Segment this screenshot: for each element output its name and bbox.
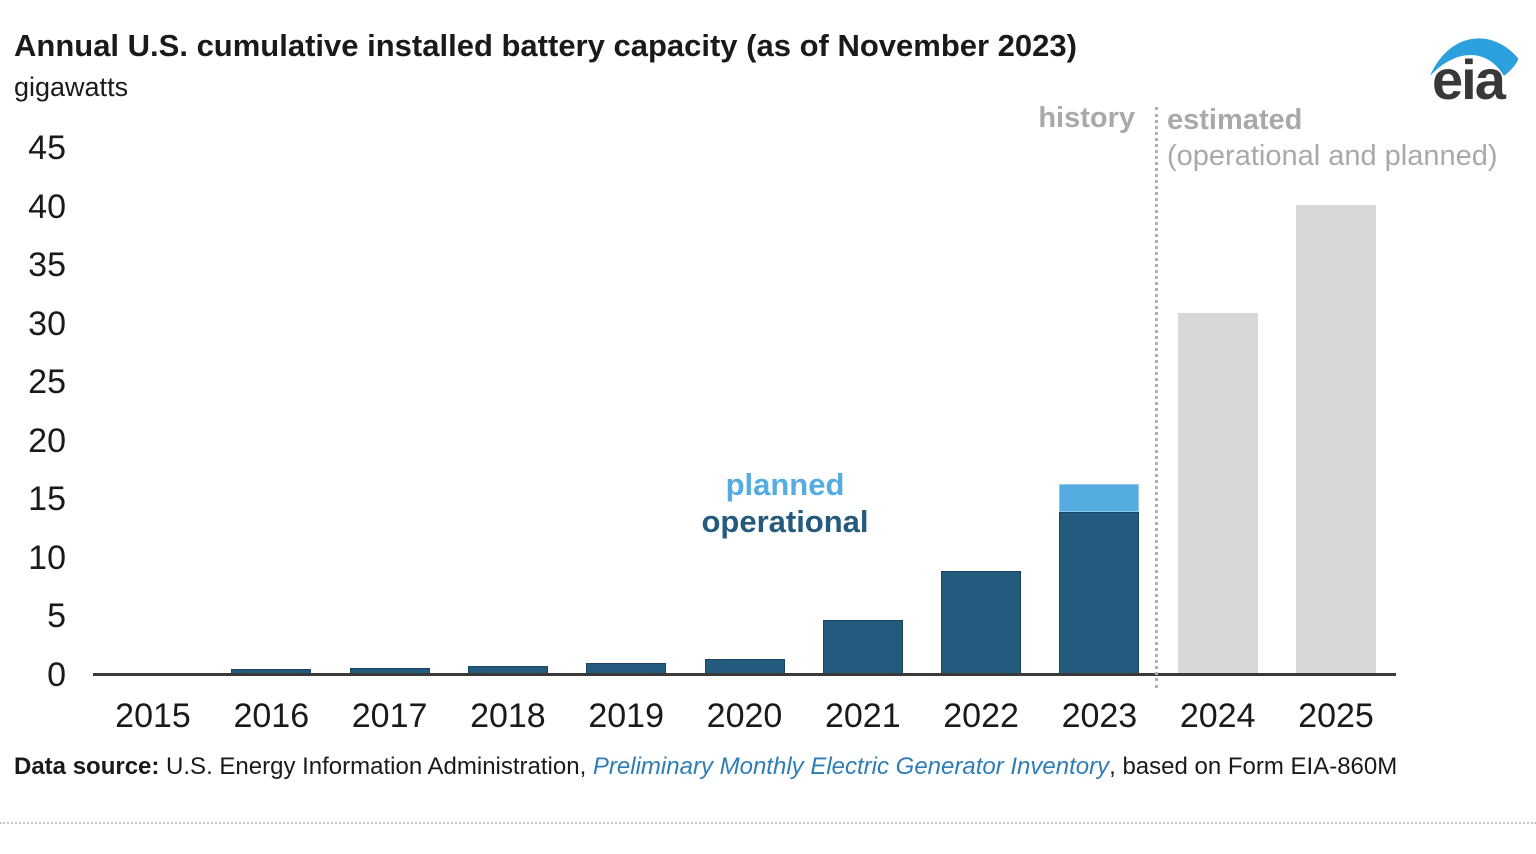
- history-estimated-separator: [1155, 107, 1158, 688]
- y-tick-label-15: 15: [28, 480, 66, 519]
- series-legend: planned operational: [620, 466, 950, 540]
- legend-operational-label: operational: [701, 504, 869, 539]
- y-tick-label-40: 40: [28, 187, 66, 226]
- x-tick-label-2019: 2019: [588, 697, 664, 735]
- bar-2018-operational: [467, 665, 548, 675]
- x-tick-label-2024: 2024: [1179, 697, 1256, 735]
- y-axis-unit-label: gigawatts: [14, 72, 129, 102]
- chart-title: Annual U.S. cumulative installed battery…: [14, 28, 1077, 63]
- x-axis-line: [93, 673, 1396, 676]
- data-source-suffix: , based on Form EIA-860M: [1109, 753, 1398, 780]
- bar-2023-operational: [1059, 512, 1140, 675]
- bar-2025-estimated: [1296, 205, 1376, 675]
- x-tick-label-2017: 2017: [351, 697, 428, 735]
- bar-2016-operational: [231, 669, 312, 675]
- x-tick-label-2021: 2021: [824, 697, 901, 735]
- y-tick-label-0: 0: [47, 656, 66, 694]
- x-tick-label-2016: 2016: [233, 697, 310, 735]
- data-source-link[interactable]: Preliminary Monthly Electric Generator I…: [592, 753, 1110, 780]
- data-source-label: Data source:: [14, 753, 160, 780]
- x-tick-label-2022: 2022: [943, 697, 1019, 735]
- data-source-note: Data source: U.S. Energy Information Adm…: [14, 753, 1397, 781]
- legend-planned-label: planned: [725, 467, 845, 502]
- bar-2017-operational: [349, 667, 430, 675]
- estimated-annotation-subtitle: (operational and planned): [1167, 140, 1498, 172]
- x-tick-label-2020: 2020: [706, 697, 783, 735]
- x-tick-label-2015: 2015: [115, 697, 191, 735]
- estimated-annotation: estimated (operational and planned): [1167, 102, 1527, 174]
- bar-2023-planned: [1059, 484, 1140, 513]
- bar-2021-operational: [822, 619, 903, 675]
- y-tick-label-35: 35: [28, 246, 66, 285]
- x-tick-label-2018: 2018: [470, 697, 546, 735]
- y-tick-label-5: 5: [47, 597, 66, 636]
- data-source-agency: U.S. Energy Information Administration,: [159, 753, 593, 780]
- y-tick-label-25: 25: [28, 363, 66, 402]
- y-tick-label-30: 30: [28, 304, 66, 343]
- x-tick-label-2025: 2025: [1298, 697, 1374, 735]
- history-annotation: history: [1038, 102, 1135, 134]
- estimated-annotation-title: estimated: [1167, 104, 1303, 136]
- eia-logo-text: eia: [1432, 48, 1506, 111]
- bar-2019-operational: [586, 663, 667, 675]
- bar-2024-estimated: [1177, 313, 1258, 675]
- y-tick-label-20: 20: [28, 421, 66, 460]
- eia-logo: eia: [1428, 18, 1528, 110]
- y-tick-label-45: 45: [28, 129, 66, 167]
- y-tick-label-10: 10: [28, 538, 66, 577]
- bar-2022-operational: [941, 570, 1022, 675]
- x-tick-label-2023: 2023: [1061, 697, 1138, 735]
- bar-2020-operational: [704, 658, 785, 675]
- eia-logo-swoosh-icon: [1430, 38, 1519, 76]
- bottom-divider: [0, 822, 1536, 824]
